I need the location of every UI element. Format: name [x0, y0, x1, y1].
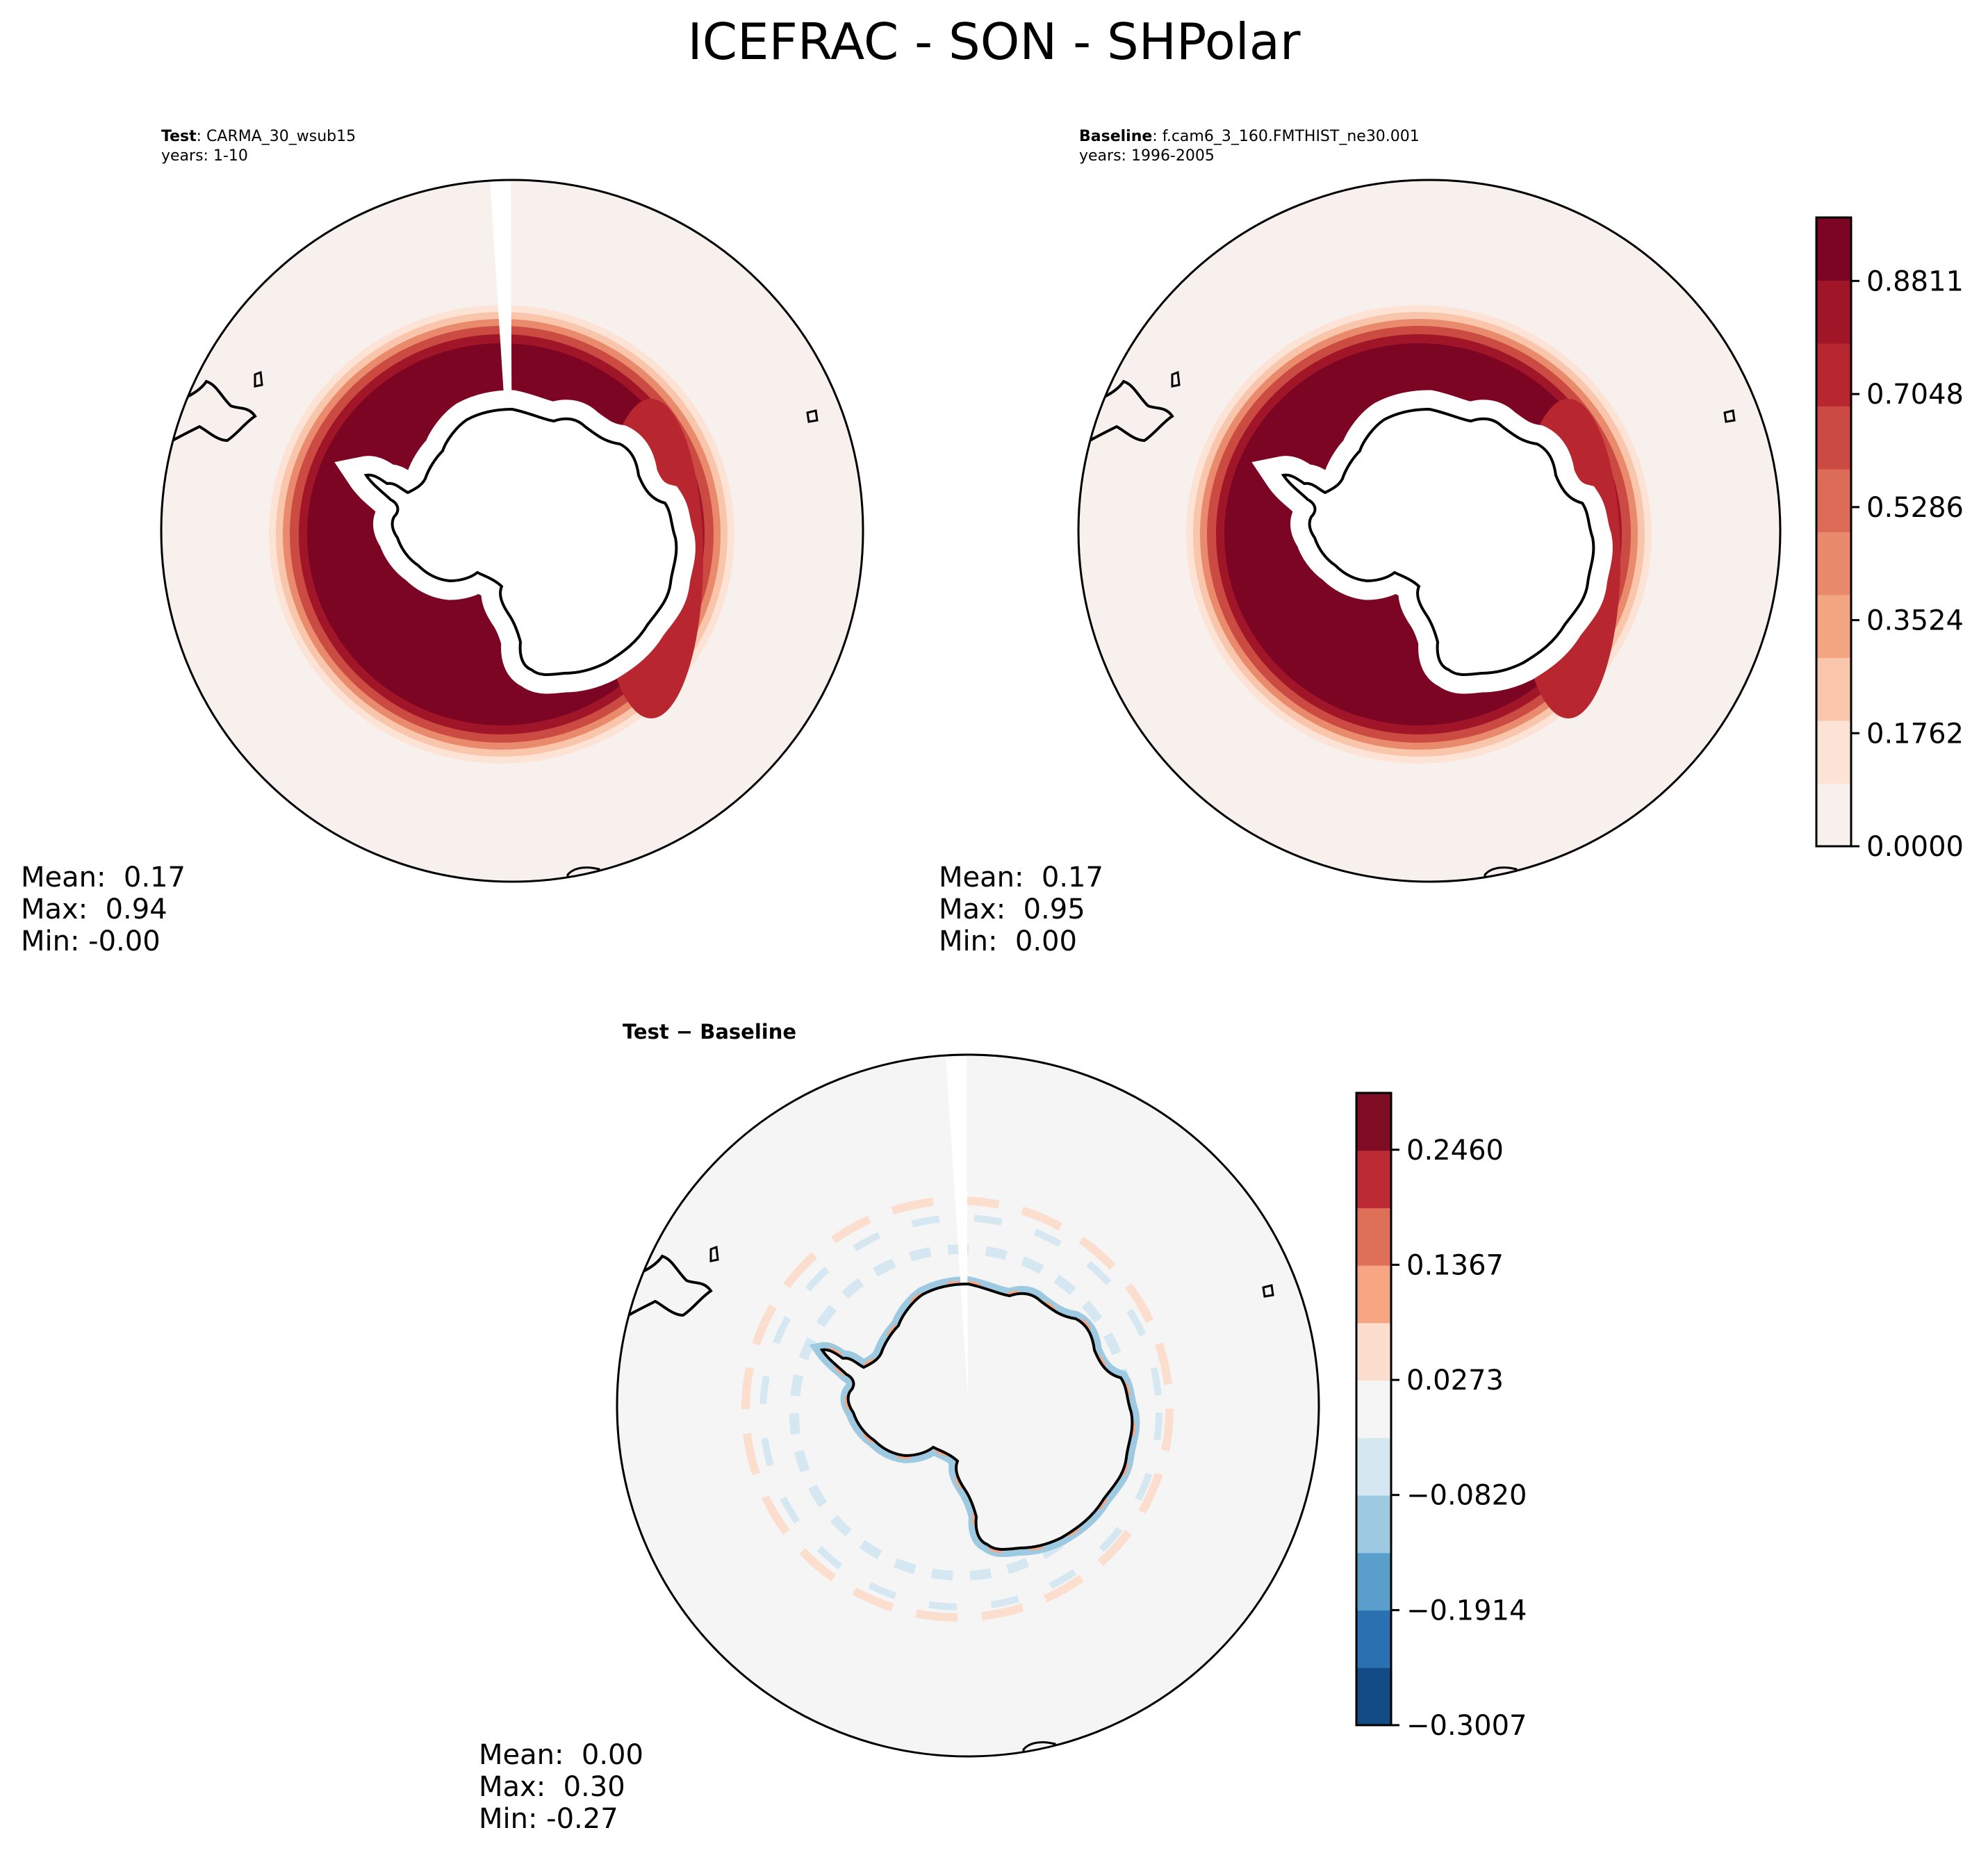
baseline-min: Min: 0.00	[939, 925, 1077, 957]
test-map-contours	[161, 180, 863, 882]
diff-colorbar-frame	[1355, 1092, 1393, 1727]
diff-map-contours	[617, 1055, 1319, 1756]
test-map	[160, 179, 864, 883]
diff-colorbar-tick-label: −0.1914	[1406, 1595, 1527, 1626]
diff-colorbar-swatch	[1356, 1322, 1391, 1381]
main-colorbar-tick-label: 0.8811	[1866, 265, 1964, 297]
diff-outer-neg-ring	[759, 1214, 1163, 1611]
test-map-boundary	[160, 179, 864, 883]
main-colorbar-swatch	[1816, 280, 1851, 344]
diff-colorbar-swatch	[1356, 1438, 1391, 1496]
figure-title: ICEFRAC - SON - SHPolar	[687, 13, 1301, 71]
baseline-label-bold: Baseline	[1079, 128, 1153, 145]
main-colorbar-tick-label: 0.7048	[1866, 379, 1964, 411]
main-colorbar-swatch	[1816, 217, 1851, 281]
diff-falklands	[709, 1245, 719, 1262]
main-colorbar-tick-label: 0.3524	[1866, 605, 1964, 637]
diff-kerguelen	[1262, 1284, 1274, 1298]
diff-data-gap	[946, 1055, 968, 1399]
main-colorbar-swatch	[1816, 595, 1851, 658]
diff-colorbar-swatch	[1356, 1093, 1391, 1151]
diff-min: Min: -0.27	[479, 1803, 618, 1835]
baseline-stats: Mean: 0.17 Max: 0.95 Min: 0.00	[939, 862, 1103, 957]
baseline-falklands	[1171, 370, 1181, 388]
main-colorbar-tick-label: 0.1762	[1866, 718, 1964, 750]
diff-colorbar-tick-label: −0.3007	[1406, 1710, 1527, 1742]
main-colorbar-swatch	[1816, 720, 1851, 784]
baseline-years: years: 1996-2005	[1079, 147, 1215, 165]
test-label-bold: Test	[161, 128, 197, 145]
test-min: Min: -0.00	[21, 925, 161, 957]
baseline-mean: Mean: 0.17	[939, 862, 1103, 893]
diff-mean: Mean: 0.00	[479, 1739, 643, 1771]
baseline-label-case: : f.cam6_3_160.FMTHIST_ne30.001	[1152, 128, 1420, 145]
baseline-panel-header: Baseline: f.cam6_3_160.FMTHIST_ne30.001 …	[1079, 127, 1420, 166]
diff-colorbar-swatch	[1356, 1150, 1391, 1208]
diff-colorbar-tick-label: 0.0273	[1406, 1365, 1504, 1397]
main-colorbar: 0.0000 0.1762 0.3524 0.5286 0.7048 0.8811	[1815, 216, 1964, 863]
test-falklands	[254, 370, 263, 388]
diff-outer-pos-ring	[741, 1196, 1174, 1622]
test-kerguelen	[806, 409, 819, 423]
diff-colorbar-swatch	[1356, 1667, 1391, 1726]
test-years: years: 1-10	[161, 147, 248, 165]
main-colorbar-swatch	[1816, 343, 1851, 406]
baseline-max: Max: 0.95	[939, 893, 1085, 925]
main-colorbar-swatch	[1816, 469, 1851, 532]
main-colorbar-tick-label: 0.5286	[1866, 492, 1964, 524]
main-colorbar-swatch	[1816, 532, 1851, 595]
diff-max: Max: 0.30	[479, 1771, 625, 1803]
diff-colorbar: −0.3007 −0.1914 −0.0820 0.0273 0.1367 0.2460	[1355, 1092, 1527, 1742]
diff-map-boundary	[616, 1053, 1320, 1758]
baseline-map	[1077, 179, 1782, 883]
diff-colorbar-swatch	[1356, 1380, 1391, 1438]
diff-colorbar-tick-label: 0.2460	[1406, 1135, 1504, 1167]
diff-colorbar-swatch	[1356, 1208, 1391, 1266]
main-colorbar-swatch	[1816, 783, 1851, 847]
baseline-kerguelen	[1723, 409, 1736, 423]
diff-colorbar-swatch	[1356, 1495, 1391, 1554]
diff-panel-title: Test − Baseline	[623, 1020, 797, 1044]
test-label-case: : CARMA_30_wsub15	[196, 128, 356, 145]
main-colorbar-swatch	[1816, 406, 1851, 470]
test-max: Max: 0.94	[21, 893, 167, 925]
diff-colorbar-tick-label: −0.0820	[1406, 1480, 1527, 1512]
baseline-map-contours	[1078, 180, 1780, 882]
test-panel-header: Test: CARMA_30_wsub15 years: 1-10	[161, 127, 356, 166]
main-colorbar-swatch	[1816, 657, 1851, 721]
baseline-map-boundary	[1077, 179, 1782, 883]
diff-colorbar-swatch	[1356, 1610, 1391, 1668]
main-colorbar-frame	[1815, 216, 1853, 848]
diff-colorbar-swatch	[1356, 1552, 1391, 1611]
diff-colorbar-swatch	[1356, 1265, 1391, 1324]
main-colorbar-tick-label: 0.0000	[1866, 831, 1964, 863]
test-mean: Mean: 0.17	[21, 862, 186, 893]
test-stats: Mean: 0.17 Max: 0.94 Min: -0.00	[21, 862, 186, 957]
diff-colorbar-tick-label: 0.1367	[1406, 1249, 1504, 1281]
diff-map	[616, 1053, 1320, 1758]
diff-stats: Mean: 0.00 Max: 0.30 Min: -0.27	[479, 1739, 643, 1835]
test-data-gap	[490, 180, 512, 524]
